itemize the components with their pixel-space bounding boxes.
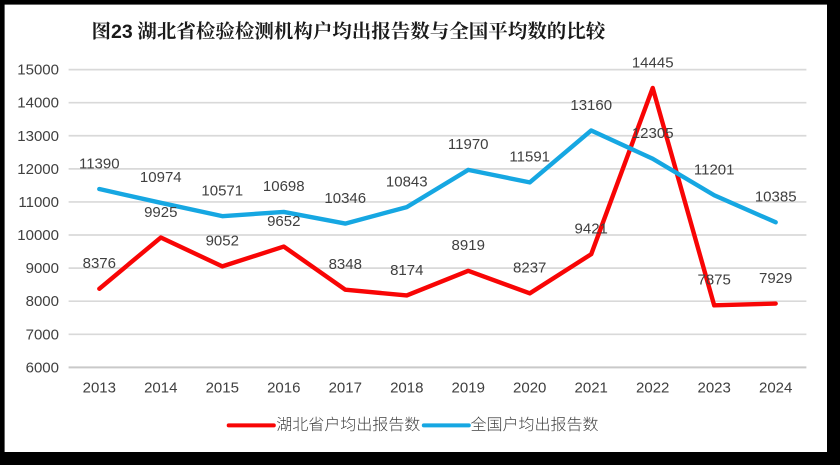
svg-text:9925: 9925	[144, 204, 177, 221]
svg-text:2022: 2022	[636, 380, 669, 397]
svg-text:11201: 11201	[694, 162, 735, 179]
svg-text:2021: 2021	[575, 380, 608, 397]
svg-text:2019: 2019	[452, 380, 485, 397]
svg-text:8000: 8000	[26, 293, 59, 310]
svg-text:2020: 2020	[513, 380, 546, 397]
svg-text:7000: 7000	[26, 326, 59, 343]
svg-text:2017: 2017	[329, 380, 362, 397]
svg-text:15000: 15000	[17, 62, 59, 79]
svg-text:10000: 10000	[17, 227, 59, 244]
svg-text:11390: 11390	[79, 155, 120, 172]
svg-text:11970: 11970	[448, 136, 489, 153]
svg-text:12000: 12000	[17, 161, 59, 178]
svg-text:2023: 2023	[698, 380, 731, 397]
svg-text:6000: 6000	[26, 359, 59, 376]
svg-text:2015: 2015	[206, 380, 239, 397]
svg-text:8919: 8919	[452, 237, 485, 254]
svg-text:10974: 10974	[140, 169, 182, 186]
svg-text:10385: 10385	[755, 189, 797, 206]
svg-text:8376: 8376	[83, 255, 116, 272]
svg-text:14000: 14000	[17, 95, 59, 112]
svg-text:7875: 7875	[698, 272, 731, 289]
svg-text:9052: 9052	[206, 233, 239, 250]
svg-text:8348: 8348	[329, 256, 362, 273]
svg-text:2013: 2013	[83, 380, 116, 397]
svg-text:9421: 9421	[575, 220, 608, 237]
svg-text:10346: 10346	[324, 190, 366, 207]
svg-text:10571: 10571	[201, 182, 243, 199]
svg-text:10843: 10843	[386, 173, 428, 190]
svg-text:13000: 13000	[17, 128, 59, 145]
svg-text:2024: 2024	[759, 380, 792, 397]
svg-text:2014: 2014	[144, 380, 177, 397]
svg-text:11591: 11591	[509, 149, 550, 166]
svg-text:2016: 2016	[267, 380, 300, 397]
svg-text:9652: 9652	[267, 213, 300, 230]
svg-text:11000: 11000	[18, 194, 59, 211]
svg-text:9000: 9000	[26, 260, 59, 277]
svg-text:23: 23	[111, 21, 133, 43]
svg-text:8174: 8174	[390, 262, 423, 279]
svg-text:7929: 7929	[759, 270, 792, 287]
svg-text:14445: 14445	[632, 54, 674, 71]
svg-text:8237: 8237	[513, 260, 546, 277]
svg-text:13160: 13160	[570, 97, 612, 114]
svg-text:12305: 12305	[632, 125, 674, 142]
svg-text:2018: 2018	[390, 380, 423, 397]
svg-text:10698: 10698	[263, 178, 305, 195]
